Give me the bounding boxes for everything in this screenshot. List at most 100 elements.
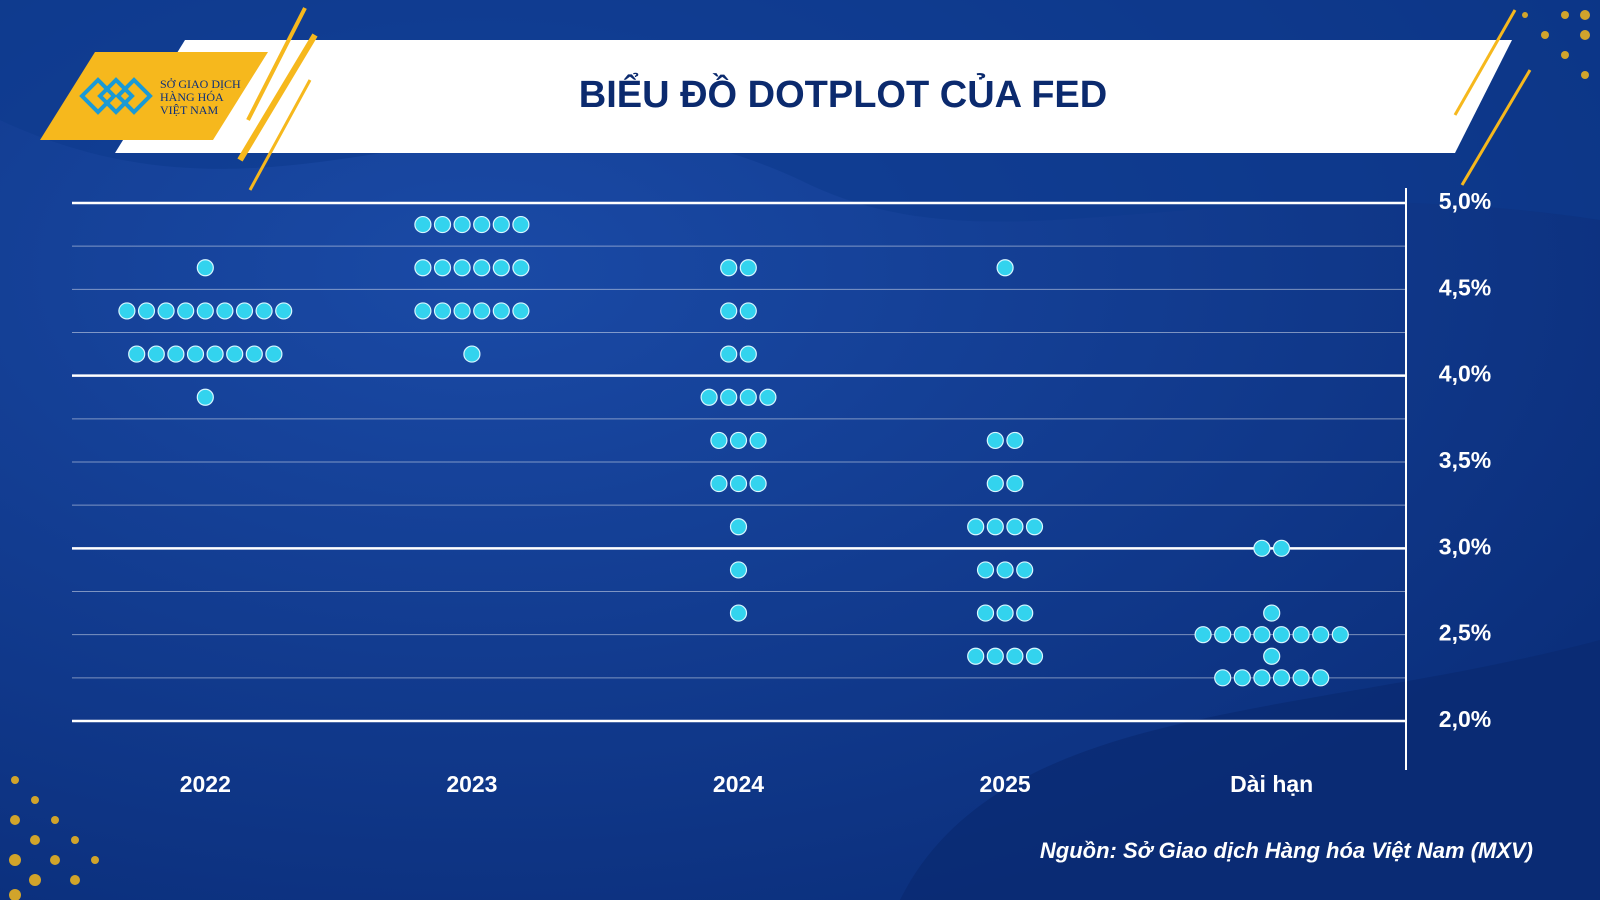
dot <box>433 215 452 234</box>
dot <box>512 215 530 234</box>
dot <box>1272 669 1291 687</box>
dot <box>1312 626 1330 644</box>
dot <box>128 345 146 363</box>
dot <box>1194 626 1212 644</box>
dot <box>986 647 1004 665</box>
dot <box>1263 604 1281 622</box>
dot <box>729 431 748 450</box>
logo-text: SỞ GIAO DỊCH <box>160 77 241 91</box>
dot <box>177 302 195 320</box>
dot <box>739 388 757 406</box>
dot <box>137 302 156 320</box>
dot <box>1272 539 1291 557</box>
dot <box>245 345 263 363</box>
dot <box>729 474 748 493</box>
dot <box>453 259 471 277</box>
dot <box>473 302 491 320</box>
dot <box>1312 669 1330 687</box>
dot <box>976 604 995 622</box>
dot <box>710 431 728 450</box>
y-tick-label: 3,5% <box>1439 447 1491 473</box>
dot <box>720 345 738 363</box>
x-tick-label: 2025 <box>980 771 1031 797</box>
dot <box>1253 626 1271 644</box>
source-note: Nguồn: Sở Giao dịch Hàng hóa Việt Nam (M… <box>1040 838 1533 863</box>
dot <box>186 345 205 363</box>
dot <box>216 302 234 320</box>
dot <box>463 345 481 363</box>
x-tick-label: 2023 <box>446 771 497 797</box>
dot <box>1025 647 1044 665</box>
dot <box>1253 539 1271 557</box>
dot <box>255 302 273 320</box>
dot <box>235 302 254 320</box>
dot <box>433 259 452 277</box>
y-tick-label: 2,0% <box>1439 706 1491 732</box>
dot <box>1006 647 1024 665</box>
logo-mark <box>79 77 153 115</box>
dot <box>206 345 224 363</box>
dot <box>1214 626 1232 644</box>
dot <box>759 388 777 406</box>
x-tick-label: 2022 <box>180 771 231 797</box>
dot <box>749 431 767 450</box>
logo-text: VIỆT NAM <box>160 103 218 117</box>
y-tick-label: 2,5% <box>1439 620 1491 646</box>
dot <box>265 345 283 363</box>
dot <box>1214 669 1232 687</box>
dot <box>996 259 1014 277</box>
dot <box>453 215 471 234</box>
dot <box>453 302 471 320</box>
accent <box>1460 69 1532 186</box>
y-tick-label: 5,0% <box>1439 188 1491 214</box>
logo-box <box>40 52 268 140</box>
dot <box>1233 626 1251 644</box>
accent <box>246 7 307 121</box>
dot <box>720 259 738 277</box>
dot <box>996 561 1014 579</box>
dot <box>512 259 530 277</box>
y-tick-label: 4,5% <box>1439 274 1491 300</box>
dot <box>1272 626 1291 644</box>
dot <box>996 604 1014 622</box>
dot <box>414 215 432 234</box>
dot <box>512 302 530 320</box>
dot-pattern <box>9 10 1590 900</box>
dot <box>700 388 718 406</box>
dot <box>739 345 757 363</box>
dot <box>976 561 995 579</box>
dot <box>729 561 748 579</box>
dot <box>492 259 510 277</box>
dot <box>1292 669 1310 687</box>
dot <box>739 302 757 320</box>
x-tick-label: Dài hạn <box>1230 771 1313 797</box>
dot <box>729 604 748 622</box>
chart-title: BIỂU ĐỒ DOTPLOT CỦA FED <box>579 71 1107 116</box>
dot <box>729 518 748 536</box>
dot <box>492 215 510 234</box>
dot <box>414 302 432 320</box>
accent <box>237 33 318 162</box>
dot <box>1331 626 1349 644</box>
dot <box>473 215 491 234</box>
dot <box>986 431 1004 450</box>
dot <box>118 302 136 320</box>
dot <box>967 647 985 665</box>
dot <box>1292 626 1310 644</box>
dot <box>720 302 738 320</box>
dot <box>986 474 1004 493</box>
dot <box>986 518 1004 536</box>
dot <box>1016 561 1034 579</box>
dot <box>1006 518 1024 536</box>
dot <box>1006 431 1024 450</box>
dot <box>226 345 244 363</box>
dot <box>1016 604 1034 622</box>
dot <box>1263 647 1281 665</box>
accent <box>248 79 312 191</box>
logo-text: HÀNG HÓA <box>160 90 224 104</box>
dot <box>1233 669 1251 687</box>
dot <box>1253 669 1271 687</box>
dot <box>196 259 214 277</box>
dot <box>157 302 175 320</box>
